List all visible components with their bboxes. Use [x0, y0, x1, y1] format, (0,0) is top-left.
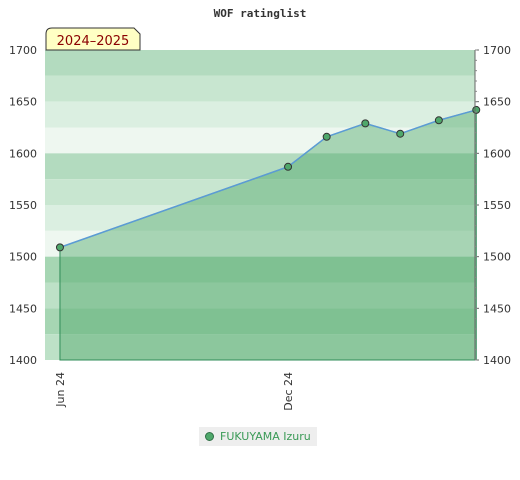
background-band	[45, 256, 475, 283]
x-axis: Jun 24 Dec 24	[54, 372, 295, 411]
data-point	[55, 243, 64, 252]
background-band	[45, 230, 475, 257]
y-tick-label-left: 1500	[9, 251, 37, 264]
background-band	[45, 282, 475, 309]
y-tick-label-right: 1450	[483, 302, 511, 315]
legend-marker-icon	[205, 432, 214, 441]
y-tick-label-right: 1600	[483, 147, 511, 160]
rating-area	[55, 105, 481, 361]
season-badge: 2024–2025	[45, 27, 141, 51]
y-tick-label-right: 1400	[483, 354, 511, 367]
y-tick-label-left: 1550	[9, 199, 37, 212]
background-band	[45, 205, 475, 231]
season-label: 2024–2025	[57, 34, 130, 49]
data-point	[434, 116, 443, 125]
background-band	[45, 50, 475, 76]
background-band	[45, 179, 475, 205]
data-point	[472, 105, 481, 114]
data-point	[396, 129, 405, 138]
y-tick-label-left: 1450	[9, 302, 37, 315]
data-point	[361, 119, 370, 128]
y-tick-label-right: 1650	[483, 96, 511, 109]
y-tick-label-left: 1700	[9, 44, 37, 57]
y-tick-label-right: 1500	[483, 251, 511, 264]
y-tick-label-right: 1700	[483, 44, 511, 57]
x-tick-label: Jun 24	[54, 372, 67, 408]
background-band	[45, 75, 475, 102]
chart-legend[interactable]: FUKUYAMA Izuru	[199, 427, 317, 446]
y-tick-label-left: 1400	[9, 354, 37, 367]
y-axis-right: 1400 1450 1500 1550 1600 1650 1700	[474, 44, 511, 367]
background-band	[45, 153, 475, 180]
y-axis-left: 1400 1450 1500 1550 1600 1650 1700	[9, 44, 37, 367]
background-band	[45, 308, 475, 335]
legend-series-name: FUKUYAMA Izuru	[220, 430, 311, 443]
y-tick-label-left: 1600	[9, 147, 37, 160]
x-tick-label: Dec 24	[282, 372, 295, 411]
data-point	[284, 162, 293, 171]
y-tick-label-left: 1650	[9, 96, 37, 109]
y-tick-label-right: 1550	[483, 199, 511, 212]
background-band	[45, 101, 475, 128]
background-band	[45, 334, 475, 360]
chart-title: WOF ratinglist	[214, 7, 307, 20]
data-point	[322, 132, 331, 141]
